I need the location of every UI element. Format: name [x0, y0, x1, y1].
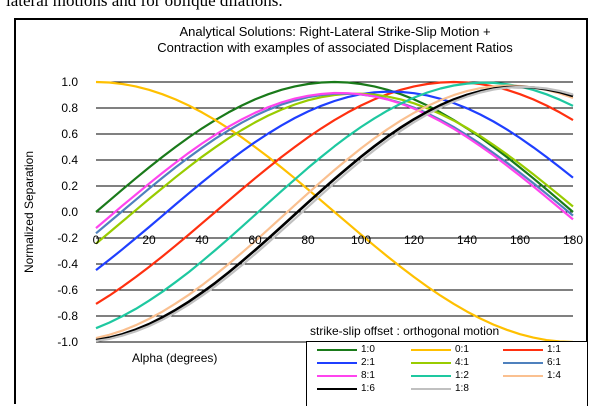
- legend-title: strike-slip offset : orthogonal motion: [310, 324, 500, 338]
- legend-label: 1:0: [361, 344, 375, 355]
- x-tick-label: 60: [248, 233, 262, 247]
- legend-swatch: [503, 349, 543, 351]
- x-tick-label: 140: [457, 233, 477, 247]
- y-tick-label: 0.4: [61, 153, 78, 167]
- y-tick-label: 0.2: [61, 179, 78, 193]
- legend-item-2-1: 2:1: [311, 357, 401, 369]
- legend-item-8-1: 8:1: [311, 370, 401, 382]
- legend-label: 2:1: [361, 357, 375, 368]
- legend-label: 1:8: [455, 383, 469, 394]
- x-tick-labels: 0 20 40 60 80 100 120 140 160 180: [93, 233, 584, 247]
- legend-label: 8:1: [361, 370, 375, 381]
- legend-item-0-1: 0:1: [405, 344, 495, 356]
- legend-swatch: [317, 349, 357, 351]
- x-tick-label: 0: [93, 233, 100, 247]
- chart-title-line-1: Analytical Solutions: Right-Lateral Stri…: [179, 24, 491, 39]
- y-tick-label: -0.8: [57, 309, 78, 323]
- legend-item-1-1: 1:1: [497, 344, 587, 356]
- series-lines: [95, 80, 574, 344]
- y-tick-label: 1.0: [61, 75, 78, 89]
- legend-swatch: [411, 349, 451, 351]
- series-line-1-0: [95, 80, 574, 213]
- series-line-1-4: [95, 84, 574, 340]
- gridlines: [96, 81, 573, 343]
- y-tick-label: 0.0: [61, 205, 78, 219]
- x-tick-label: 120: [404, 233, 424, 247]
- series-line-1-8: [95, 85, 574, 343]
- legend-item-1-4: 1:4: [497, 370, 587, 382]
- y-tick-labels: 1.0 0.8 0.6 0.4 0.2 0.0 -0.2 -0.4 -0.6 -0.8 -1.0: [57, 75, 78, 349]
- legend-item-4-1: 4:1: [405, 357, 495, 369]
- y-tick-label: -1.0: [57, 335, 78, 349]
- series-line-2-1: [95, 90, 574, 271]
- legend-label: 0:1: [455, 344, 469, 355]
- legend-swatch: [411, 388, 451, 390]
- legend-swatch: [317, 362, 357, 364]
- x-tick-label: 160: [510, 233, 530, 247]
- legend-swatch: [411, 375, 451, 377]
- legend-item-6-1: 6:1: [497, 357, 587, 369]
- series-line-1-6: [95, 85, 574, 342]
- chart-frame: [14, 18, 588, 404]
- series-line-8-1: [95, 91, 574, 229]
- y-tick-label: -0.6: [57, 283, 78, 297]
- legend-item-1-6: 1:6: [311, 383, 401, 395]
- legend-label: 1:4: [547, 370, 561, 381]
- x-tick-label: 180: [563, 233, 583, 247]
- y-tick-label: 0.8: [61, 101, 78, 115]
- legend-swatch: [503, 375, 543, 377]
- x-tick-label: 80: [301, 233, 315, 247]
- x-axis-label: Alpha (degrees): [132, 351, 218, 365]
- series-line-1-2: [95, 81, 574, 330]
- legend-swatch: [411, 362, 451, 364]
- chart-title-line-2: Contraction with examples of associated …: [157, 40, 513, 55]
- legend-label: 1:1: [547, 344, 561, 355]
- x-tick-label: 20: [142, 233, 156, 247]
- legend-item-1-2: 1:2: [405, 370, 495, 382]
- legend-label: 4:1: [455, 357, 469, 368]
- y-tick-label: -0.2: [57, 231, 78, 245]
- legend-box: 1:0 0:1 1:1 2:1 4:1 6:1 8:1 1:2 1:4 1:6 1:8: [306, 341, 588, 406]
- series-line-0-1: [95, 80, 574, 344]
- series-line-1-1: [95, 80, 574, 305]
- legend-swatch: [317, 375, 357, 377]
- y-tick-label: -0.4: [57, 257, 78, 271]
- x-tick-label: 40: [195, 233, 209, 247]
- legend-label: 6:1: [547, 357, 561, 368]
- caption-fragment: lateral motions and for oblique dilation…: [0, 0, 600, 16]
- legend-label: 1:6: [361, 383, 375, 394]
- y-tick-label: 0.6: [61, 127, 78, 141]
- legend-swatch: [317, 388, 357, 390]
- legend: strike-slip offset : orthogonal motion 1…: [306, 324, 588, 406]
- series-line-4-1: [95, 92, 574, 245]
- legend-label: 1:2: [455, 370, 469, 381]
- legend-item-1-0: 1:0: [311, 344, 401, 356]
- x-tick-label: 100: [351, 233, 371, 247]
- legend-item-1-8: 1:8: [405, 383, 495, 395]
- legend-swatch: [503, 362, 543, 364]
- caption-text: lateral motions and for oblique dilation…: [6, 0, 283, 10]
